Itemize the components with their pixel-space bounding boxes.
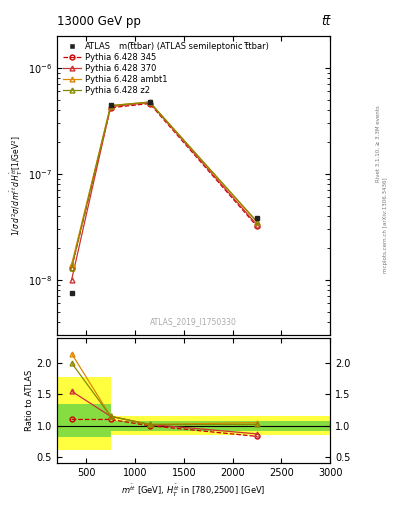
Text: m(t̅tbar) (ATLAS semileptonic t̅tbar): m(t̅tbar) (ATLAS semileptonic t̅tbar) [119,42,268,51]
Bar [111,416,330,435]
Text: Rivet 3.1.10, ≥ 3.3M events: Rivet 3.1.10, ≥ 3.3M events [376,105,380,182]
Y-axis label: $1 / \sigma\, d^2\sigma / d\,m^{\bar{t}t}\, d\,H_T^{\bar{t}t}[1/\mathrm{GeV}^2]$: $1 / \sigma\, d^2\sigma / d\,m^{\bar{t}t… [9,135,25,236]
Text: tt̅: tt̅ [321,15,330,28]
Text: ATLAS_2019_I1750330: ATLAS_2019_I1750330 [150,317,237,326]
Y-axis label: Ratio to ATLAS: Ratio to ATLAS [25,370,34,431]
Legend: ATLAS, Pythia 6.428 345, Pythia 6.428 370, Pythia 6.428 ambt1, Pythia 6.428 z2: ATLAS, Pythia 6.428 345, Pythia 6.428 37… [61,40,169,97]
Bar [111,421,330,431]
Text: 13000 GeV pp: 13000 GeV pp [57,15,141,28]
X-axis label: $m^{\bar{t}t}$ [GeV], $H_T^{\bar{t}t}$ in [780,2500] [GeV]: $m^{\bar{t}t}$ [GeV], $H_T^{\bar{t}t}$ i… [121,482,266,499]
Text: mcplots.cern.ch [arXiv:1306.3436]: mcplots.cern.ch [arXiv:1306.3436] [383,178,387,273]
Bar [57,404,111,437]
Bar [57,377,111,450]
